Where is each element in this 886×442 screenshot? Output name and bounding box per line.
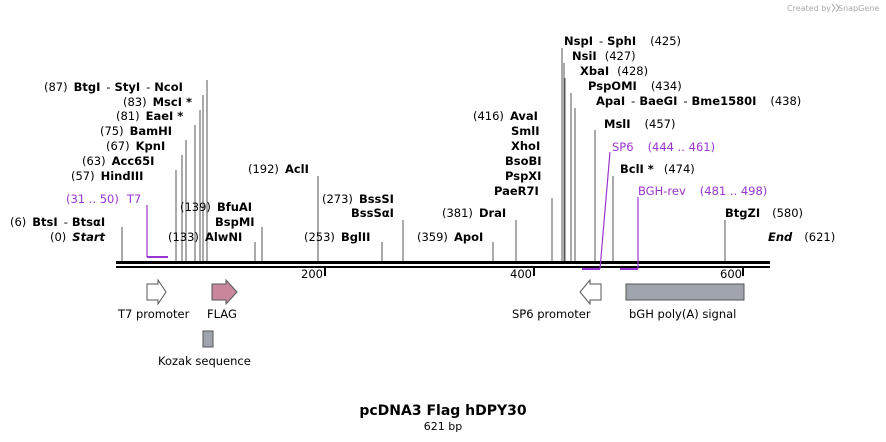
site-eaei-label[interactable]: (81) EaeI * (116, 109, 183, 123)
site-acli-label[interactable]: (192) AclI (248, 162, 309, 176)
feature-t7-promoter[interactable]: T7 promoter (117, 278, 190, 321)
credit-text: Created by (787, 4, 831, 13)
t7-promoter-label: T7 promoter (117, 307, 190, 321)
site-paer7i-label[interactable]: PaeR7I (494, 184, 539, 198)
site-btsi-label[interactable]: (6) BtsI - BtsαI (10, 215, 105, 229)
backbone-top-strand (116, 261, 770, 264)
end-start-label: (0) Start (50, 230, 106, 244)
site-bsobi-label[interactable]: BsoBI (505, 154, 542, 168)
site-msci-label[interactable]: (83) MscI * (123, 95, 192, 109)
site-avai-label[interactable]: (416) AvaI (473, 109, 538, 123)
credit-brand: SnapGene (838, 4, 879, 13)
primer-sp6-leader (599, 151, 611, 270)
site-xbai-label[interactable]: XbaI (428) (580, 64, 648, 78)
site-alwni-label[interactable]: (133) AlwNI (168, 230, 242, 244)
site-btgi-label[interactable]: (87) BtgI - StyI - NcoI (44, 80, 183, 94)
kozak-box (202, 330, 214, 348)
site-bglii-label[interactable]: (253) BglII (304, 230, 370, 244)
feature-sp6-promoter[interactable]: SP6 promoter (512, 278, 602, 321)
site-apoi-label[interactable]: (359) ApoI (417, 230, 483, 244)
map-title: pcDNA3 Flag hDPY30 (359, 403, 527, 419)
site-smli-label[interactable]: SmlI (511, 124, 540, 138)
site-btgzi-label[interactable]: BtgZI (580) (725, 206, 803, 220)
primer-t7-label[interactable]: (31 .. 50) T7 (66, 192, 141, 206)
end-end-label: End (621) (768, 230, 835, 244)
site-xhoi-label[interactable]: XhoI (511, 139, 540, 153)
flag-arrow (211, 278, 238, 306)
site-msli-label[interactable]: MslI (457) (604, 117, 675, 131)
site-pspomi-label[interactable]: PspOMI (434) (588, 79, 682, 93)
kozak-label: Kozak sequence (158, 354, 251, 368)
tick-label-600: 600 (720, 267, 742, 281)
backbone-bottom-strand (116, 266, 770, 268)
site-nspi-label[interactable]: NspI - SphI (425) (564, 34, 681, 48)
site-drai-label[interactable]: (381) DraI (442, 206, 506, 220)
site-hindiii-label[interactable]: (57) HindIII (71, 169, 143, 183)
site-leaders (121, 48, 726, 261)
site-acc65i-label[interactable]: (63) Acc65I (82, 154, 154, 168)
sp6-promoter-label: SP6 promoter (512, 307, 591, 321)
sp6-promoter-arrow (579, 278, 602, 306)
map-length: 621 bp (424, 420, 462, 433)
site-bspmi-label[interactable]: BspMI (215, 215, 255, 229)
snapgene-logo (831, 3, 840, 13)
feature-flag[interactable]: FLAG (207, 278, 238, 321)
site-nsii-label[interactable]: NsiI (427) (572, 49, 636, 63)
primer-sp6[interactable] (582, 151, 611, 270)
site-bsssi-label[interactable]: (273) BssSI (322, 192, 394, 206)
site-bsssai-label[interactable]: BssSαI (351, 206, 394, 220)
site-bfuai-label[interactable]: (139) BfuAI (180, 200, 252, 214)
primer-bgh-rev[interactable] (620, 197, 639, 270)
tick-label-400: 400 (510, 267, 532, 281)
primer-sp6-label[interactable]: SP6 (444 .. 461) (612, 140, 715, 154)
tick-label-200: 200 (301, 267, 323, 281)
bgh-polya-box (625, 283, 745, 301)
axis-ticks: 200 400 600 (301, 267, 744, 281)
flag-label: FLAG (207, 307, 237, 321)
t7-promoter-arrow (146, 278, 167, 306)
site-kpni-label[interactable]: (67) KpnI (106, 139, 165, 153)
feature-kozak[interactable]: Kozak sequence (158, 330, 251, 368)
site-apai-label[interactable]: ApaI - BaeGI - Bme1580I (438) (596, 94, 801, 108)
primer-t7[interactable] (146, 205, 168, 258)
site-bcli-label[interactable]: BclI * (474) (620, 162, 695, 176)
site-pspxi-label[interactable]: PspXI (505, 169, 541, 183)
feature-bgh-polya[interactable]: bGH poly(A) signal (625, 283, 745, 321)
bgh-polya-label: bGH poly(A) signal (629, 307, 736, 321)
site-bamhi-label[interactable]: (75) BamHI (100, 124, 172, 138)
primer-bgh-label[interactable]: BGH-rev (481 .. 498) (638, 184, 767, 198)
